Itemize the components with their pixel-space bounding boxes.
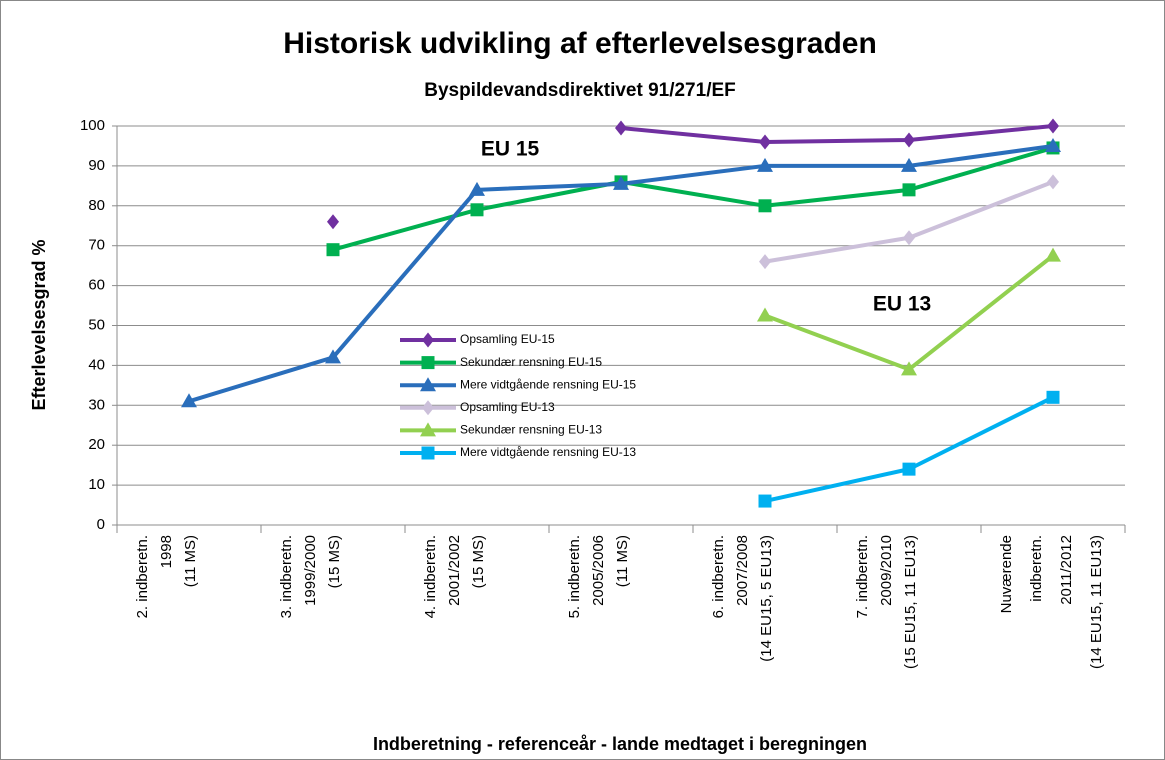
- legend-marker: [421, 356, 435, 370]
- marker: [901, 361, 917, 376]
- marker: [759, 254, 771, 270]
- y-tick-label: 70: [88, 237, 105, 254]
- legend-marker: [420, 377, 436, 392]
- y-tick-label: 10: [88, 476, 105, 493]
- legend-label: Opsamling EU-15: [460, 332, 555, 346]
- y-tick-label: 0: [97, 516, 105, 533]
- marker: [903, 230, 915, 246]
- y-tick-label: 90: [88, 157, 105, 174]
- marker: [1045, 247, 1061, 262]
- legend-label: Opsamling EU-13: [460, 400, 555, 414]
- legend-marker: [422, 332, 434, 348]
- marker: [758, 494, 772, 508]
- marker: [181, 393, 197, 408]
- marker: [903, 132, 915, 148]
- marker: [757, 307, 773, 322]
- y-tick-label: 50: [88, 316, 105, 333]
- annotation: EU 15: [481, 138, 540, 161]
- x-tick-label: 7. indberetn. 2009/2010 (15 EU15, 11 EU13): [854, 535, 919, 669]
- legend-marker: [420, 422, 436, 437]
- marker: [470, 203, 484, 217]
- marker: [326, 243, 340, 257]
- marker: [902, 462, 916, 476]
- marker: [1047, 174, 1059, 190]
- legend-label: Sekundær rensning EU-15: [460, 355, 602, 369]
- marker: [615, 120, 627, 136]
- y-tick-label: 80: [88, 197, 105, 214]
- y-tick-label: 20: [88, 436, 105, 453]
- x-tick-label: 4. indberetn. 2001/2002 (15 MS): [422, 535, 487, 618]
- marker: [469, 181, 485, 196]
- marker: [613, 175, 629, 190]
- legend-label: Mere vidtgående rensning EU-13: [460, 445, 636, 459]
- y-tick-label: 60: [88, 277, 105, 294]
- marker: [327, 214, 339, 230]
- chart-title: Historisk udvikling af efterlevelsesgrad…: [283, 27, 877, 60]
- y-tick-label: 40: [88, 356, 105, 373]
- marker: [1045, 137, 1061, 152]
- marker: [902, 183, 916, 197]
- chart-subtitle: Byspildevandsdirektivet 91/271/EF: [424, 80, 736, 101]
- x-axis-label: Indberetning - referenceår - lande medta…: [373, 734, 867, 754]
- y-tick-label: 30: [88, 396, 105, 413]
- marker: [757, 157, 773, 172]
- x-tick-label: 5. indberetn. 2005/2006 (11 MS): [566, 535, 631, 618]
- x-tick-label: 2. indberetn. 1998 (11 MS): [134, 535, 199, 618]
- x-tick-label: 3. indberetn. 1999/2000 (15 MS): [278, 535, 343, 618]
- marker: [325, 349, 341, 364]
- series-line: [620, 124, 1054, 144]
- annotation: EU 13: [873, 293, 931, 316]
- y-axis-label: Efterlevelsesgrad %: [29, 239, 49, 410]
- marker: [901, 157, 917, 172]
- y-tick-label: 100: [80, 117, 105, 134]
- x-tick-label: Nuværende indberetn. 2011/2012 (14 EU15, 11…: [998, 535, 1105, 669]
- marker: [758, 199, 772, 213]
- marker: [1047, 118, 1059, 134]
- marker: [759, 134, 771, 150]
- legend-label: Mere vidtgående rensning EU-15: [460, 377, 636, 391]
- legend-marker: [422, 400, 434, 416]
- legend-label: Sekundær rensning EU-13: [460, 423, 602, 437]
- marker: [1046, 390, 1060, 404]
- legend-marker: [421, 446, 435, 460]
- x-tick-label: 6. indberetn. 2007/2008 (14 EU15, 5 EU13): [710, 535, 775, 662]
